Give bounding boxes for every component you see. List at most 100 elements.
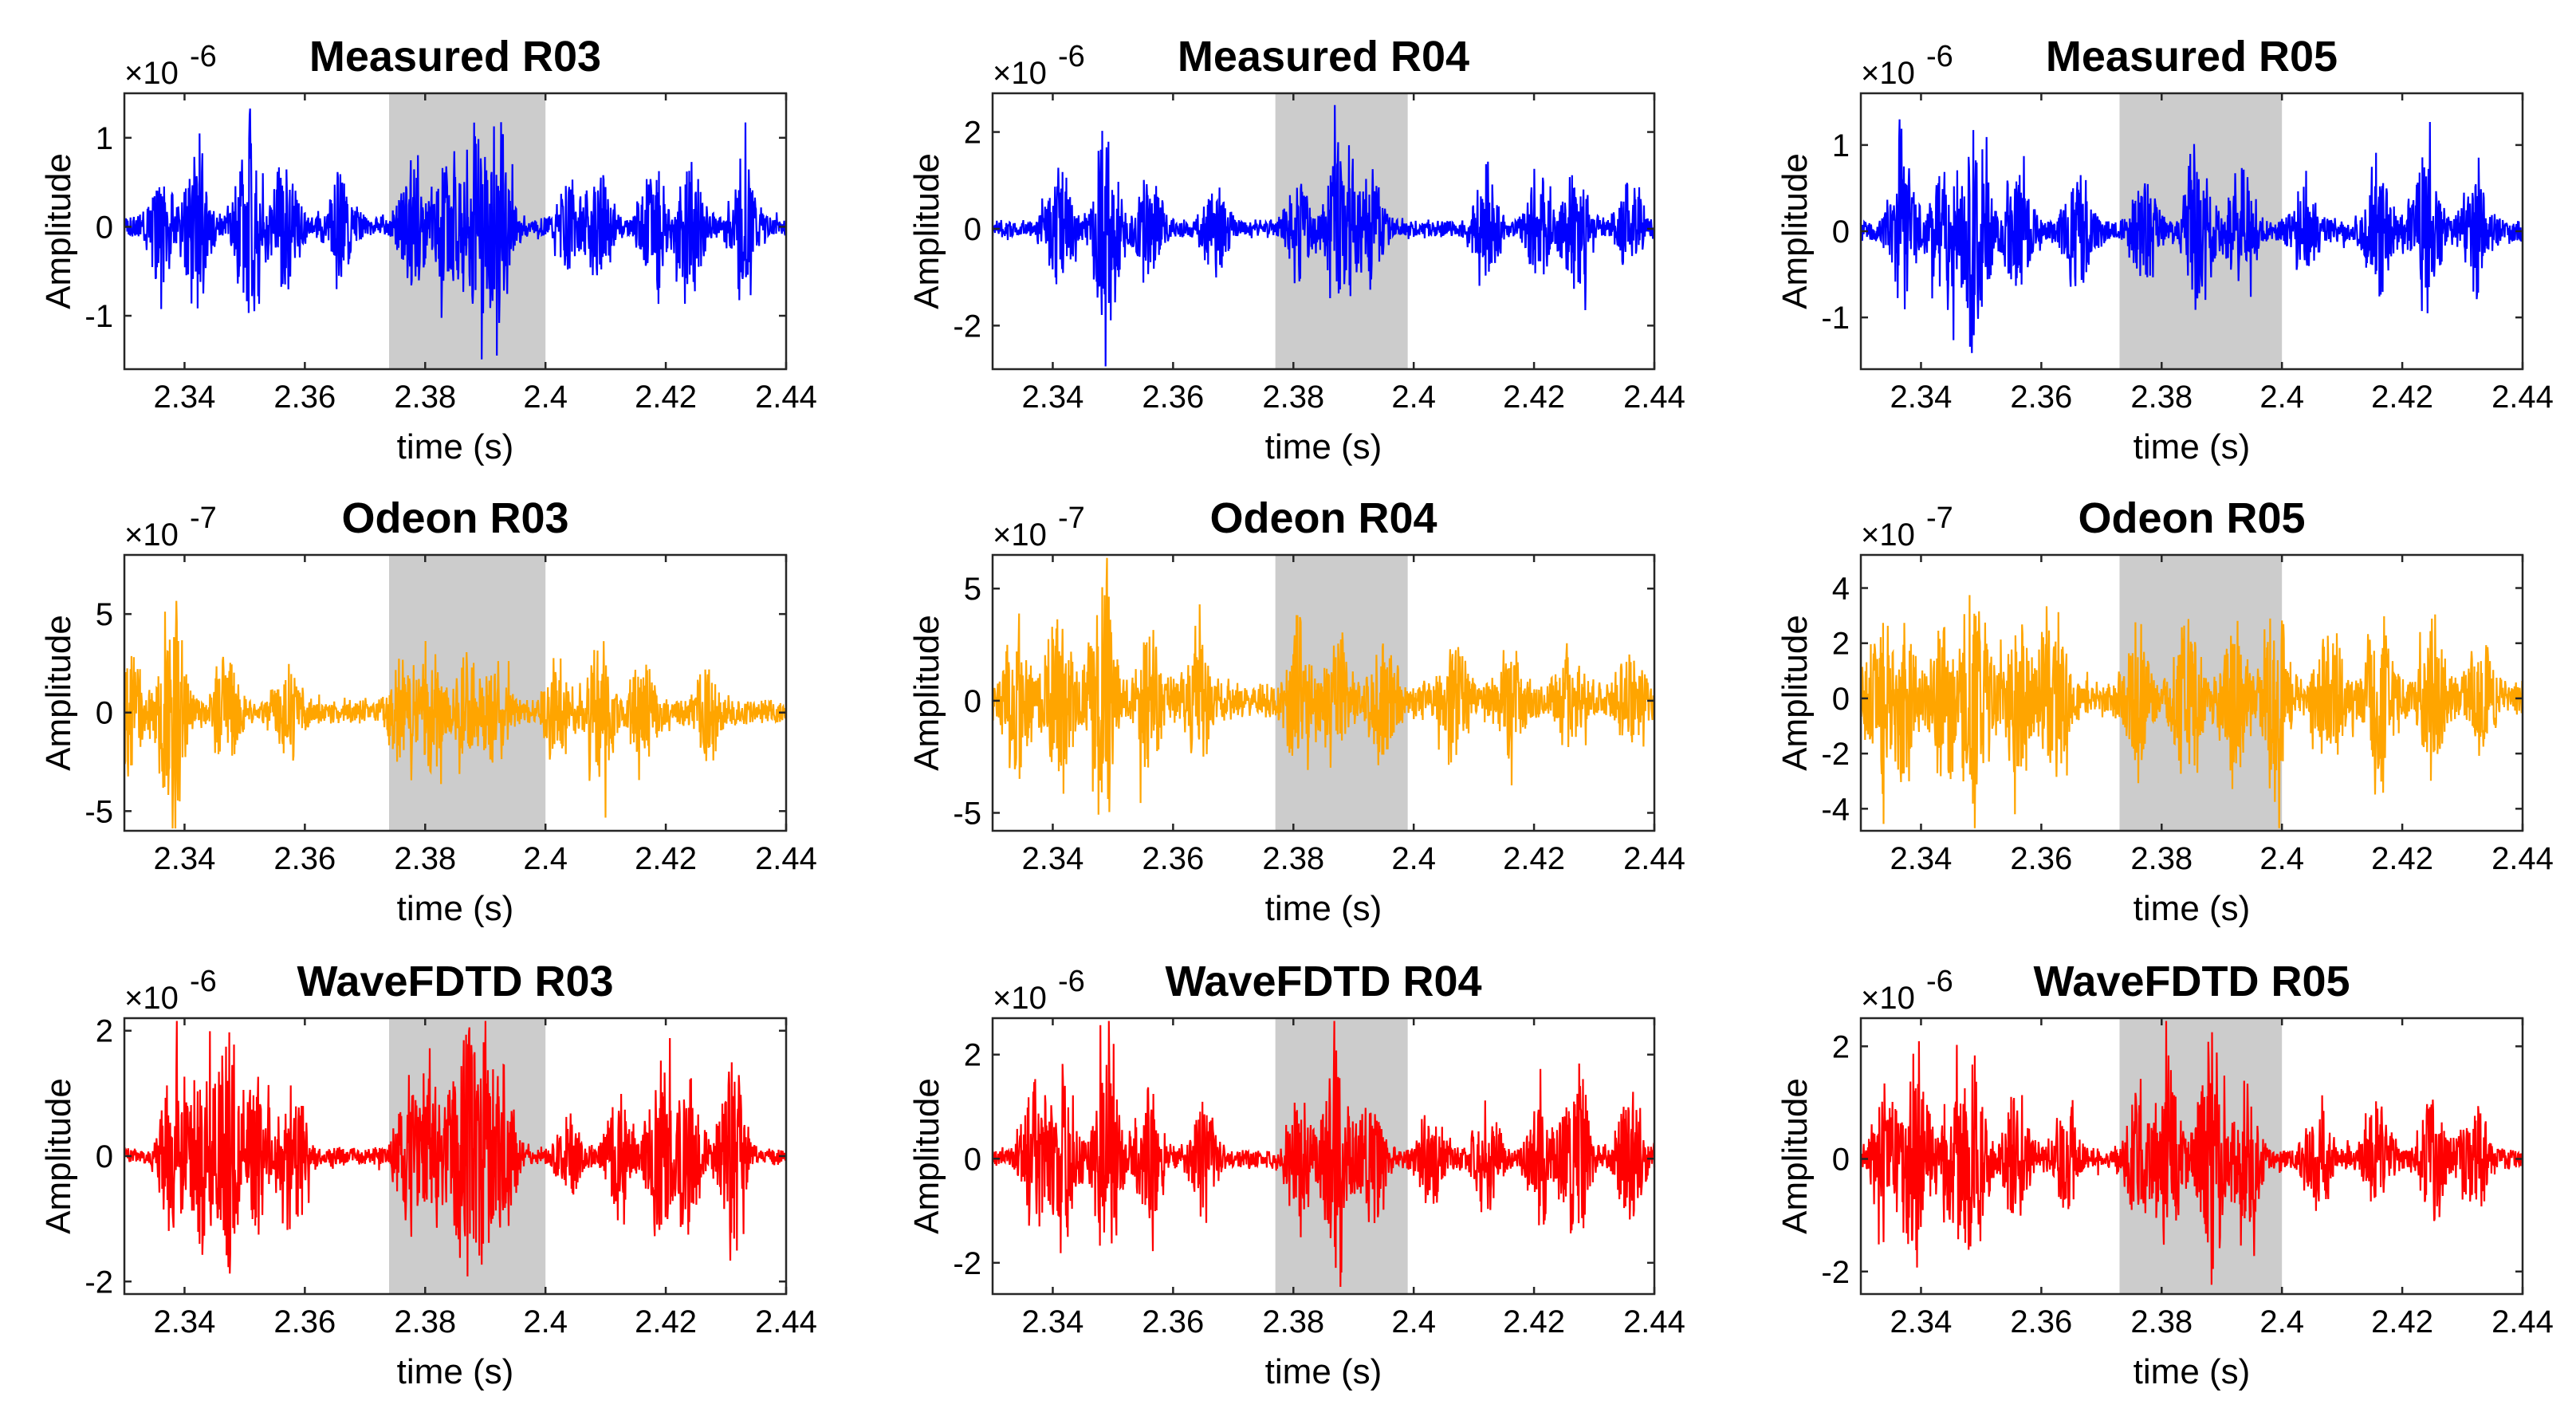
y-exponent: ×10 -7 [993,502,1085,553]
exponent-power: -6 [190,965,217,998]
y-tick-label: 0 [964,684,981,719]
y-exponent: ×10 -6 [124,965,217,1016]
y-tick-label: 2 [1832,627,1850,662]
x-tick-label: 2.38 [2130,1304,2193,1339]
subplot-title: Odeon R03 [341,494,568,542]
x-tick-label: 2.34 [1022,1304,1084,1339]
y-exponent: ×10 -6 [1861,965,1953,1016]
x-axis-label: time (s) [397,889,514,928]
y-exponent: ×10 -6 [993,40,1085,91]
x-tick-label: 2.4 [2259,1304,2304,1339]
subplot-1: 2.34 2.36 2.38 2.4 2.42 2.44 -1 0 1 ×10 -6 Measured… [39,33,817,466]
x-tick-label: 2.42 [635,1304,697,1339]
y-tick-label: -2 [1821,737,1850,772]
x-tick-label: 2.44 [755,1304,817,1339]
y-tick-label: 5 [96,597,113,632]
waveform-line [123,600,788,829]
x-tick-label: 2.44 [1623,841,1685,876]
x-tick-label: 2.36 [2010,1304,2072,1339]
x-tick-label: 2.34 [1890,380,1953,415]
x-tick-label: 2.34 [1022,841,1084,876]
x-tick-label: 2.4 [1391,841,1436,876]
y-tick-label: 4 [1832,572,1850,607]
subplot-title: Measured R03 [309,33,601,81]
exponent-power: -7 [1058,502,1085,535]
x-tick-label: 2.38 [1262,841,1324,876]
y-tick-label: 0 [1832,214,1850,250]
y-tick-label: 5 [964,572,981,607]
waveform-line [123,108,788,360]
waveform-line [991,104,1656,367]
x-tick-label: 2.38 [2130,380,2193,415]
x-tick-label: 2.38 [2130,841,2193,876]
subplot-7: 2.34 2.36 2.38 2.4 2.42 2.44 -2 0 2 ×10 -6 WaveFDTD… [39,958,817,1391]
waveform-line [991,1021,1656,1288]
x-tick-label: 2.38 [394,380,456,415]
x-tick-label: 2.44 [1623,380,1685,415]
waveform-line [1859,595,2524,828]
x-tick-label: 2.36 [2010,841,2072,876]
subplot-2: 2.34 2.36 2.38 2.4 2.42 2.44 -2 0 2 ×10 -6 Measured… [907,33,1685,466]
y-tick-label: 2 [96,1014,113,1049]
x-tick-label: 2.36 [273,380,336,415]
y-tick-label: 0 [964,1142,981,1177]
x-axis-label: time (s) [1265,889,1382,928]
x-tick-label: 2.4 [523,1304,568,1339]
waveform-line [1859,1021,2523,1285]
x-tick-label: 2.38 [394,1304,456,1339]
subplot-6: 2.34 2.36 2.38 2.4 2.42 2.44 -4 -2 0 2 4 ×10 -7 Odeon… [1776,494,2554,928]
y-tick-label: -2 [953,309,981,344]
x-tick-label: 2.38 [394,841,456,876]
x-tick-label: 2.42 [2371,841,2433,876]
x-tick-label: 2.42 [1503,841,1565,876]
axes-box [123,553,788,832]
y-axis-label: Amplitude [907,615,946,771]
subplot-title: Measured R04 [1178,33,1469,81]
y-axis-label: Amplitude [39,1078,78,1234]
y-tick-label: 0 [96,210,113,245]
exponent-base: ×10 [124,517,179,553]
x-axis-label: time (s) [397,427,514,466]
y-axis-label: Amplitude [907,1078,946,1234]
exponent-power: -6 [1058,40,1085,73]
exponent-base: ×10 [1861,56,1915,91]
x-tick-label: 2.34 [1890,841,1953,876]
y-tick-label: -1 [85,299,113,334]
y-tick-label: -5 [953,796,981,831]
x-tick-label: 2.36 [1142,1304,1204,1339]
x-tick-label: 2.38 [1262,1304,1324,1339]
y-tick-label: 0 [96,1139,113,1174]
x-tick-label: 2.42 [2371,380,2433,415]
y-tick-label: 0 [1832,1143,1850,1178]
x-tick-label: 2.36 [273,841,336,876]
subplot-4: 2.34 2.36 2.38 2.4 2.42 2.44 -5 0 5 ×10 -7 Odeon R0… [39,494,817,928]
subplot-3: 2.34 2.36 2.38 2.4 2.42 2.44 -1 0 1 ×10 -6 Measured… [1776,33,2554,466]
exponent-base: ×10 [993,981,1047,1016]
x-axis-label: time (s) [2134,889,2251,928]
x-tick-label: 2.4 [523,380,568,415]
y-axis-label: Amplitude [907,153,946,309]
x-tick-label: 2.4 [1391,380,1436,415]
y-exponent: ×10 -6 [124,40,217,91]
subplot-title: Odeon R04 [1209,494,1437,542]
y-tick-label: 1 [1832,128,1850,163]
axes-box [991,92,1656,371]
axes-box [991,553,1656,832]
y-axis-label: Amplitude [1776,153,1815,309]
exponent-power: -6 [190,40,217,73]
waveform-line [1859,119,2524,353]
y-tick-label: 2 [964,1038,981,1073]
y-tick-label: -2 [85,1265,113,1300]
x-tick-label: 2.34 [154,841,216,876]
y-axis-label: Amplitude [39,615,78,771]
x-tick-label: 2.42 [635,380,697,415]
x-axis-label: time (s) [2134,1352,2251,1391]
waveform-line [123,1021,787,1276]
x-tick-label: 2.34 [1022,380,1084,415]
x-tick-label: 2.42 [1503,1304,1565,1339]
axes-box [991,1017,1656,1296]
y-tick-label: 0 [964,212,981,247]
x-tick-label: 2.36 [2010,380,2072,415]
x-tick-label: 2.36 [273,1304,336,1339]
